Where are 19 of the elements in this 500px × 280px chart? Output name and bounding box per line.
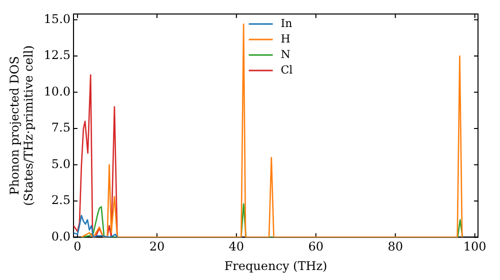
y-tick-label: 5.0 bbox=[51, 156, 71, 171]
y-tick-label: 0.0 bbox=[51, 229, 71, 244]
y-tick-label: 2.5 bbox=[51, 193, 71, 208]
x-tick-label: 40 bbox=[228, 240, 244, 254]
y-tick-label: 10.0 bbox=[44, 84, 71, 98]
y-axis-title: Phonon projected DOS (States/THz·primitive cell) bbox=[7, 45, 36, 206]
x-tick-label: 60 bbox=[308, 240, 324, 254]
legend-label: In bbox=[280, 16, 292, 30]
legend-label: Cl bbox=[280, 63, 294, 76]
legend-label: N bbox=[280, 48, 291, 61]
y-tick-label: 7.5 bbox=[51, 120, 71, 135]
legend-label: H bbox=[280, 32, 290, 46]
y-tick-label: 15.0 bbox=[44, 12, 71, 26]
x-axis-title: Frequency (THz) bbox=[224, 258, 328, 273]
x-tick-label: 20 bbox=[149, 240, 165, 254]
x-tick-label: 100 bbox=[463, 240, 486, 254]
y-tick-label: 12.5 bbox=[44, 48, 71, 62]
x-tick-label: 80 bbox=[388, 240, 403, 254]
x-tick-label: 0 bbox=[74, 240, 82, 254]
